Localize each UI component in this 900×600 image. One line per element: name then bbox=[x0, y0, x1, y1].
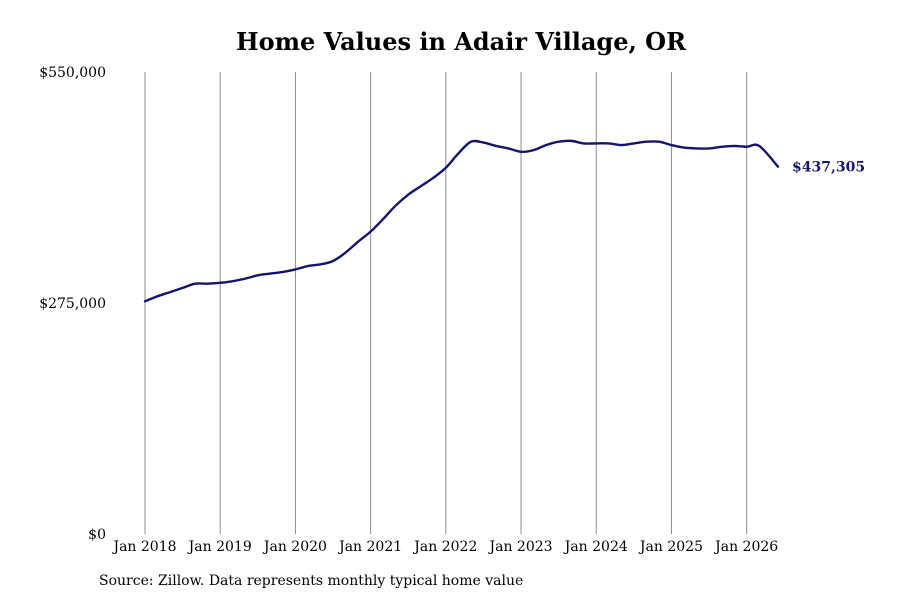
source-note: Source: Zillow. Data represents monthly … bbox=[99, 573, 524, 589]
x-tick-label: Jan 2026 bbox=[713, 539, 778, 555]
y-axis-ticks: $0 $275,000 $550,000 bbox=[39, 65, 106, 543]
x-tick-label: Jan 2018 bbox=[111, 539, 176, 555]
x-tick-label: Jan 2019 bbox=[187, 539, 252, 555]
chart-title: Home Values in Adair Village, OR bbox=[235, 27, 687, 56]
x-tick-label: Jan 2022 bbox=[412, 539, 477, 555]
series-layer: $437,305 bbox=[143, 139, 865, 303]
x-tick-label: Jan 2025 bbox=[638, 539, 703, 555]
grid-lines bbox=[144, 72, 748, 534]
y-tick-label: $275,000 bbox=[39, 296, 106, 312]
x-tick-label: Jan 2023 bbox=[488, 539, 553, 555]
series-line bbox=[143, 139, 780, 303]
y-tick-label: $0 bbox=[88, 527, 106, 543]
x-tick-label: Jan 2020 bbox=[262, 539, 327, 555]
y-tick-label: $550,000 bbox=[39, 65, 106, 81]
end-value-label: $437,305 bbox=[792, 160, 865, 176]
x-tick-label: Jan 2024 bbox=[563, 539, 628, 555]
x-axis-ticks: Jan 2018 Jan 2019 Jan 2020 Jan 2021 Jan 2022… bbox=[111, 539, 778, 555]
x-tick-label: Jan 2021 bbox=[337, 539, 402, 555]
